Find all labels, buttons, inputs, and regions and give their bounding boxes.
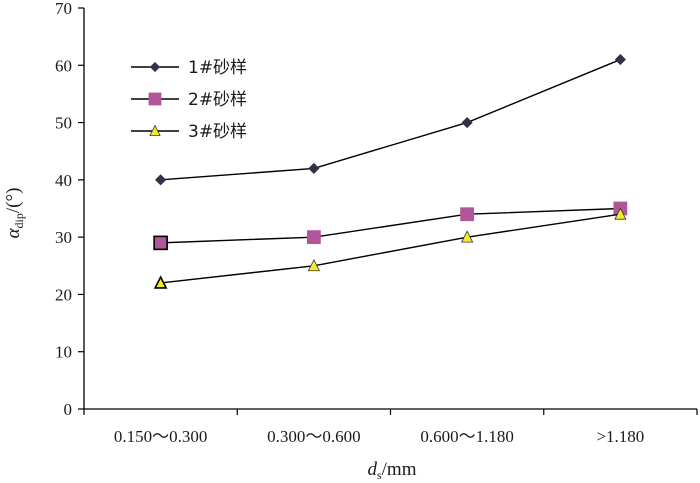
data-point xyxy=(306,230,321,245)
data-point xyxy=(307,258,321,272)
legend-item-1: 1#砂样 xyxy=(131,58,247,78)
legend-marker xyxy=(149,61,161,73)
x-axis-ticks: 0.150～0.300 0.300～0.600 0.600～1.180 >1.180 xyxy=(83,409,698,446)
series-line xyxy=(160,58,621,181)
series-2 xyxy=(153,201,628,251)
x-axis-label: ds/mm xyxy=(367,459,416,482)
y-tick-label: 40 xyxy=(55,171,72,190)
data-point xyxy=(614,53,626,66)
x-tick-label: 0.150～0.300 xyxy=(114,427,208,446)
y-tick-label: 20 xyxy=(55,285,72,304)
data-point xyxy=(460,230,474,243)
legend-label: 3#砂样 xyxy=(188,122,247,142)
y-axis-ticks: 0 10 20 30 40 50 60 70 xyxy=(55,0,84,419)
legend: 1#砂样 2#砂样 3#砂样 xyxy=(131,58,247,142)
x-tick-label: >1.180 xyxy=(596,427,644,446)
data-point xyxy=(461,117,473,129)
data-point xyxy=(460,207,475,222)
legend-item-2: 2#砂样 xyxy=(131,90,247,110)
series-line xyxy=(160,207,621,244)
data-point xyxy=(614,207,627,220)
legend-label: 2#砂样 xyxy=(188,90,247,110)
legend-marker xyxy=(148,92,162,106)
y-tick-label: 10 xyxy=(55,343,72,362)
series-3 xyxy=(153,207,627,289)
x-tick-label: 0.300～0.600 xyxy=(267,427,361,446)
y-tick-label: 0 xyxy=(64,400,73,419)
y-tick-label: 50 xyxy=(55,114,72,133)
legend-item-3: 3#砂样 xyxy=(131,122,247,142)
data-point xyxy=(155,174,167,186)
legend-marker xyxy=(149,124,161,136)
legend-label: 1#砂样 xyxy=(188,58,247,78)
chart-series xyxy=(153,53,628,289)
y-tick-label: 30 xyxy=(55,228,72,247)
data-point xyxy=(153,235,168,251)
y-tick-label: 60 xyxy=(55,56,72,75)
series-1 xyxy=(155,53,626,186)
data-point xyxy=(153,275,168,289)
series-line xyxy=(160,213,621,284)
y-tick-label: 70 xyxy=(55,0,72,18)
y-axis-label: αdip/(°) xyxy=(3,188,26,239)
x-tick-label: 0.600～1.180 xyxy=(420,427,514,446)
data-point xyxy=(308,162,320,174)
